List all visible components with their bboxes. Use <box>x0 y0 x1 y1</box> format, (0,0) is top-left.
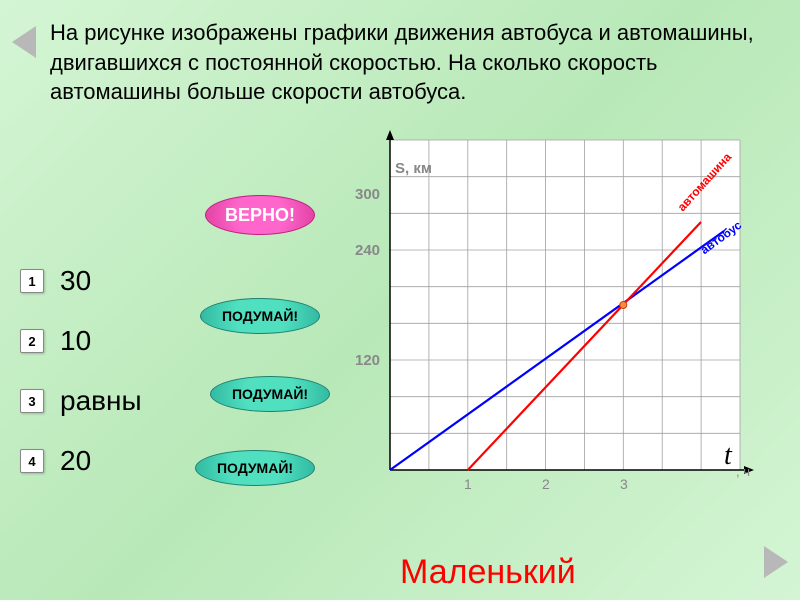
question-text: На рисунке изображены графики движения а… <box>50 18 770 107</box>
answer-button-2[interactable]: 2 <box>20 329 44 353</box>
feedback-think-2: ПОДУМАЙ! <box>200 298 320 334</box>
y-tick-240: 240 <box>355 242 380 259</box>
answer-label-4: 20 <box>60 445 91 477</box>
back-arrow-icon[interactable] <box>12 26 36 58</box>
answer-label-3: равны <box>60 385 142 417</box>
y-tick-120: 120 <box>355 352 380 369</box>
x-tick-3: 3 <box>620 476 628 492</box>
feedback-correct: ВЕРНО! <box>205 195 315 235</box>
answer-row: 1 30 <box>20 265 142 297</box>
x-tick-2: 2 <box>542 476 550 492</box>
answer-row: 2 10 <box>20 325 142 357</box>
x-axis-title: t <box>724 440 732 472</box>
answer-row: 3 равны <box>20 385 142 417</box>
x-tick-1: 1 <box>464 476 472 492</box>
answer-label-2: 10 <box>60 325 91 357</box>
forward-arrow-icon[interactable] <box>764 546 788 578</box>
feedback-think-4: ПОДУМАЙ! <box>195 450 315 486</box>
answers-block: 1 30 2 10 3 равны 4 20 <box>20 265 142 505</box>
answer-button-3[interactable]: 3 <box>20 389 44 413</box>
answer-button-4[interactable]: 4 <box>20 449 44 473</box>
x-axis-unit: , ч <box>736 464 750 479</box>
bottom-word: Маленький <box>400 553 576 592</box>
feedback-think-3: ПОДУМАЙ! <box>210 376 330 412</box>
answer-label-1: 30 <box>60 265 91 297</box>
y-tick-300: 300 <box>355 186 380 203</box>
answer-button-1[interactable]: 1 <box>20 269 44 293</box>
y-axis-title: S, км <box>395 160 432 177</box>
chart: S, км 300 240 120 1 2 3 t , ч автомашина… <box>320 130 760 510</box>
answer-row: 4 20 <box>20 445 142 477</box>
